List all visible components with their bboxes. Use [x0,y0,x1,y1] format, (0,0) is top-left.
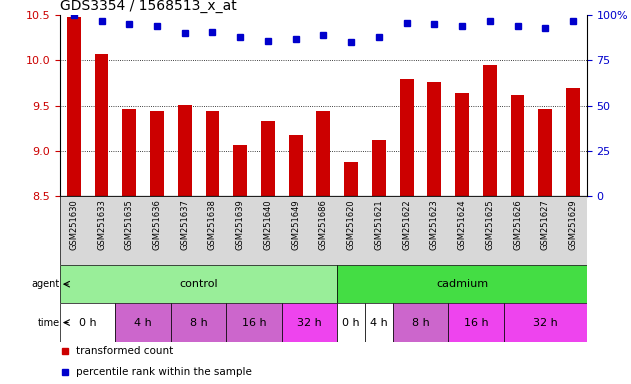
Bar [566,88,580,196]
Text: cadmium: cadmium [436,279,488,289]
Text: time: time [38,318,60,328]
Text: GSM251686: GSM251686 [319,199,328,250]
Text: 8 h: 8 h [190,318,208,328]
Text: 0 h: 0 h [79,318,97,328]
Text: 0 h: 0 h [342,318,360,328]
Text: GSM251624: GSM251624 [457,199,466,250]
Text: 32 h: 32 h [297,318,322,328]
Bar [337,303,365,342]
Bar [455,93,469,196]
Bar [227,303,282,342]
Text: GSM251635: GSM251635 [125,199,134,250]
Text: transformed count: transformed count [76,346,173,356]
Text: GSM251625: GSM251625 [485,199,494,250]
Bar [427,82,441,196]
Bar [122,109,136,196]
Text: GSM251626: GSM251626 [513,199,522,250]
Bar [365,303,392,342]
Bar [289,136,303,196]
Bar [337,265,587,303]
Bar [504,303,587,342]
Text: 16 h: 16 h [464,318,488,328]
Bar [233,145,247,196]
Text: GSM251633: GSM251633 [97,199,106,250]
Bar [95,54,109,196]
Text: GSM251621: GSM251621 [374,199,384,250]
Text: agent: agent [32,279,60,289]
Text: 4 h: 4 h [134,318,152,328]
Bar [261,121,275,196]
Text: GSM251620: GSM251620 [346,199,356,250]
Bar [171,303,227,342]
Bar [372,140,386,196]
Bar [483,65,497,196]
Bar [344,162,358,196]
Text: GSM251637: GSM251637 [180,199,189,250]
Text: 32 h: 32 h [533,318,558,328]
Bar [67,17,81,196]
Text: GSM251627: GSM251627 [541,199,550,250]
Bar [60,265,337,303]
Bar [60,303,115,342]
Text: 4 h: 4 h [370,318,387,328]
Bar [448,303,504,342]
Bar [178,105,192,196]
Text: percentile rank within the sample: percentile rank within the sample [76,367,252,377]
Text: GSM251630: GSM251630 [69,199,78,250]
Bar [510,95,524,196]
Bar [206,111,220,196]
Text: GSM251629: GSM251629 [569,199,577,250]
Text: GSM251623: GSM251623 [430,199,439,250]
Text: GSM251636: GSM251636 [153,199,162,250]
Bar [282,303,337,342]
Bar [150,111,164,196]
Bar [392,303,448,342]
Text: 16 h: 16 h [242,318,266,328]
Bar [538,109,552,196]
Text: 8 h: 8 h [411,318,429,328]
Bar [115,303,171,342]
Text: GSM251649: GSM251649 [291,199,300,250]
Text: GSM251622: GSM251622 [402,199,411,250]
Text: control: control [179,279,218,289]
Text: GSM251640: GSM251640 [263,199,273,250]
Text: GSM251639: GSM251639 [236,199,245,250]
Text: GSM251638: GSM251638 [208,199,217,250]
Text: GDS3354 / 1568513_x_at: GDS3354 / 1568513_x_at [60,0,237,13]
Bar [317,111,330,196]
Bar [399,79,413,196]
